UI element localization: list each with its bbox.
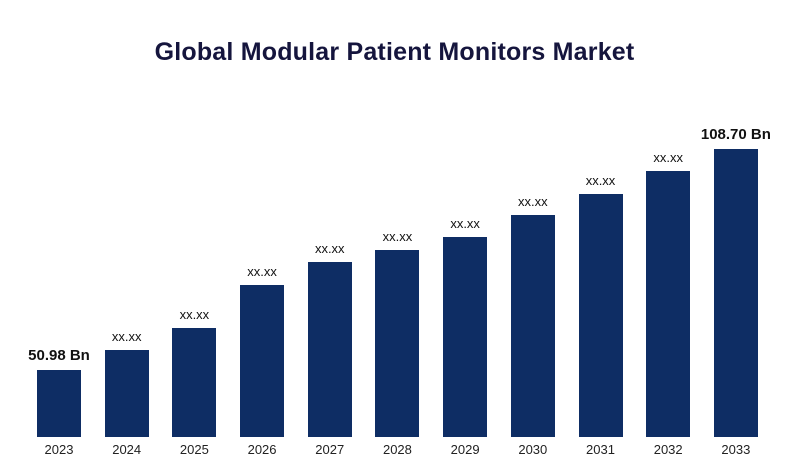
year-label: 2032 — [653, 442, 683, 457]
bar-chart: 50.98 Bn 2023 xx.xx 2024 xx.xx 2025 xx.xx 2026 x… — [28, 96, 771, 465]
value-label: xx.xx — [179, 307, 210, 322]
year-label: 2030 — [518, 442, 548, 457]
value-label: xx.xx — [585, 173, 616, 188]
bar-column: xx.xx 2029 — [434, 96, 496, 465]
year-label: 2024 — [112, 442, 142, 457]
year-label: 2023 — [44, 442, 74, 457]
bar-column: xx.xx 2030 — [502, 96, 564, 465]
bar — [443, 237, 488, 437]
chart-title: Global Modular Patient Monitors Market — [154, 38, 635, 66]
bar — [646, 171, 691, 437]
bar — [713, 149, 758, 437]
year-label: 2027 — [315, 442, 345, 457]
bar — [307, 262, 352, 437]
year-label: 2031 — [586, 442, 615, 457]
bar-column: xx.xx 2031 — [570, 96, 632, 465]
year-label: 2029 — [450, 442, 480, 457]
bar-column: xx.xx 2032 — [637, 96, 699, 465]
bar — [172, 328, 217, 437]
value-label: 50.98 Bn — [28, 347, 90, 364]
bar — [375, 250, 420, 437]
year-label: 2033 — [721, 442, 751, 457]
value-label: xx.xx — [382, 229, 413, 244]
year-label: 2026 — [247, 442, 277, 457]
value-label: xx.xx — [518, 194, 548, 209]
year-label: 2025 — [179, 442, 209, 457]
bar-column: 108.70 Bn 2033 — [701, 96, 771, 465]
bar-column: xx.xx 2027 — [299, 96, 361, 465]
bar-column: xx.xx 2025 — [163, 96, 225, 465]
value-label: xx.xx — [653, 150, 683, 165]
value-label: xx.xx — [450, 216, 480, 231]
bar — [104, 350, 149, 437]
bar-column: 50.98 Bn 2023 — [28, 96, 90, 465]
value-label: xx.xx — [314, 241, 345, 256]
bar — [240, 285, 285, 437]
value-label: xx.xx — [111, 329, 142, 344]
bar — [37, 370, 81, 437]
value-label: 108.70 Bn — [700, 126, 771, 143]
bar-column: xx.xx 2026 — [231, 96, 293, 465]
bar-column: xx.xx 2024 — [96, 96, 158, 465]
year-label: 2028 — [382, 442, 412, 457]
bar-column: xx.xx 2028 — [366, 96, 428, 465]
value-label: xx.xx — [247, 264, 277, 279]
bar — [578, 194, 623, 437]
bar — [510, 215, 555, 437]
